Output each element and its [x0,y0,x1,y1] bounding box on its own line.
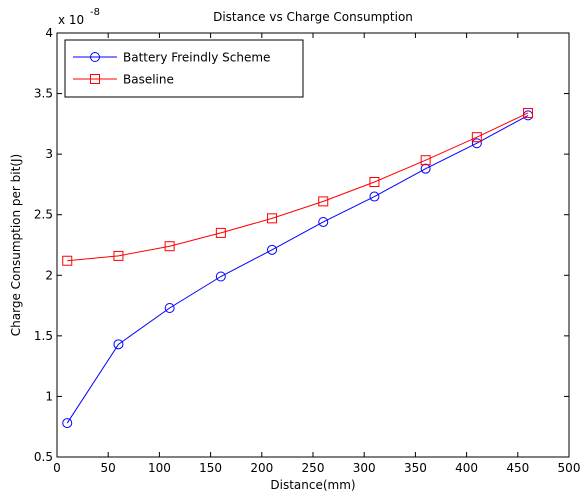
data-point-square [215,227,226,238]
x-tick-label: 300 [353,461,376,475]
y-multiplier-exponent: -8 [90,7,100,18]
y-tick-label: 0.5 [34,450,53,464]
series-1 [62,110,534,429]
data-point-circle [471,138,482,149]
data-point-square [62,255,73,266]
series-layer [62,107,534,429]
x-tick-label: 0 [53,461,61,475]
chart-title: Distance vs Charge Consumption [213,10,413,24]
x-tick-label: 450 [506,461,529,475]
data-point-circle [369,191,380,202]
data-point-square [471,132,482,143]
series-line [67,112,529,262]
data-point-circle [215,271,226,282]
y-tick-label: 2 [45,268,53,282]
x-tick-label: 50 [101,461,116,475]
y-multiplier-label: x 10 [58,13,84,27]
x-tick-label: 100 [148,461,171,475]
series-2 [62,107,534,266]
x-tick-label: 250 [302,461,325,475]
axis-ticks: 0 50 100 150 200 250 300 350 400 450 500 0.5 1 1.5 2 2.… [34,26,581,475]
plot-area [56,32,570,458]
data-point-square [523,107,534,118]
x-tick-label: 500 [558,461,581,475]
data-point-circle [267,244,278,255]
y-tick-label: 3.5 [34,87,53,101]
data-point-circle [113,339,124,350]
x-tick-label: 400 [455,461,478,475]
legend-marker-square [90,74,100,84]
x-tick-label: 200 [250,461,273,475]
data-point-circle [62,418,73,429]
series-line [66,114,529,424]
y-tick-label: 1 [45,389,53,403]
legend-label: Battery Freindly Scheme [123,51,270,65]
data-point-square [113,250,124,261]
y-axis-label: Charge Consumption per bit(J) [9,154,23,336]
data-point-circle [318,216,329,227]
x-tick-label: 350 [404,461,427,475]
legend: Battery Freindly Scheme Baseline [64,39,304,98]
legend-box [64,39,304,98]
data-point-circle [164,302,175,313]
legend-label: Baseline [123,73,174,87]
data-point-square [369,177,380,188]
data-point-square [164,241,175,252]
data-point-circle [420,163,431,174]
data-point-square [420,155,431,166]
data-point-square [318,196,329,207]
y-tick-label: 1.5 [34,329,53,343]
legend-marker-circle [90,52,100,62]
y-tick-label: 4 [45,26,53,40]
y-tick-label: 3 [45,147,53,161]
x-tick-label: 150 [199,461,222,475]
data-point-square [267,213,278,224]
x-axis-label: Distance(mm) [270,478,355,492]
y-tick-label: 2.5 [34,208,53,222]
